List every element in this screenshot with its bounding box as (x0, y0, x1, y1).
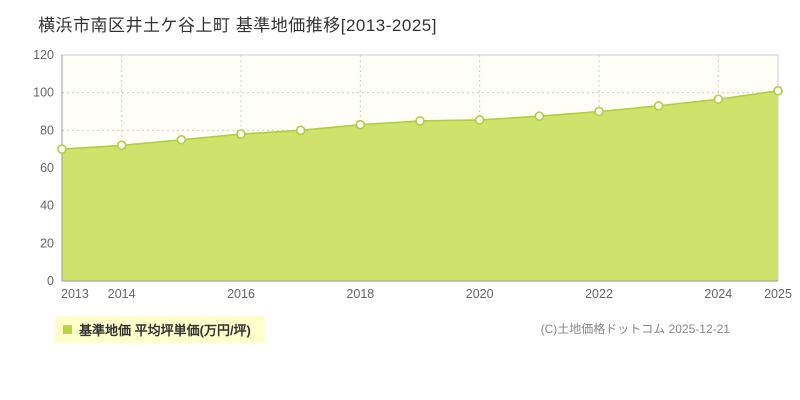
svg-text:60: 60 (40, 161, 54, 175)
page-title: 横浜市南区井土ケ谷上町 基準地価推移[2013-2025] (38, 16, 437, 35)
svg-text:0: 0 (47, 274, 54, 288)
svg-text:2024: 2024 (704, 287, 732, 301)
svg-text:2022: 2022 (585, 287, 613, 301)
svg-text:2013: 2013 (61, 287, 89, 301)
svg-text:100: 100 (33, 86, 54, 100)
legend-label: 基準地価 平均坪単価(万円/坪) (79, 323, 251, 338)
svg-text:2016: 2016 (227, 287, 255, 301)
legend-marker-square (63, 325, 72, 334)
svg-text:20: 20 (40, 236, 54, 250)
svg-text:2020: 2020 (466, 287, 494, 301)
legend: 基準地価 平均坪単価(万円/坪) (55, 316, 265, 343)
svg-text:120: 120 (33, 48, 54, 62)
svg-text:2018: 2018 (346, 287, 374, 301)
price-trend-chart: 0 20 40 60 80 100 120 2013 2014 2016 2018 2020 2022 2… (33, 48, 792, 301)
copyright-text: (C)土地価格ドットコム 2025-12-21 (540, 322, 730, 336)
svg-text:80: 80 (40, 123, 54, 137)
svg-text:2025: 2025 (764, 287, 792, 301)
svg-text:2014: 2014 (108, 287, 136, 301)
svg-text:40: 40 (40, 199, 54, 213)
